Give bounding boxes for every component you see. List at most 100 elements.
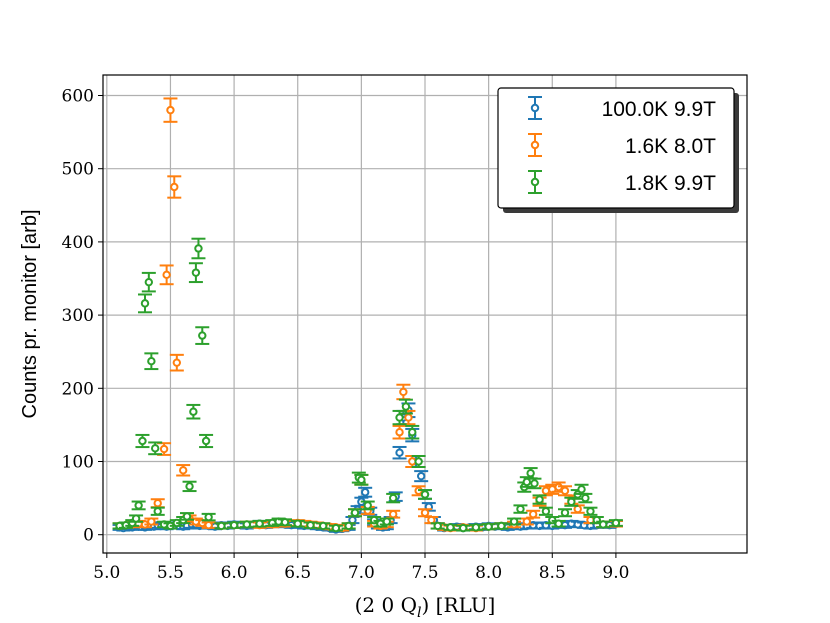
data-point (551, 519, 566, 528)
data-point (180, 512, 194, 521)
data-point (265, 518, 280, 528)
data-point (131, 500, 146, 511)
legend-entry: 100.0K 9.9T (528, 96, 717, 121)
legend-label: 1.8K 9.9T (625, 172, 716, 195)
legend: 100.0K 9.9T 1.6K 8.0T 1.8K 9.9T (497, 87, 739, 213)
data-point (418, 489, 432, 500)
data-point (430, 521, 445, 531)
data-point (608, 518, 623, 528)
data-point (379, 517, 394, 526)
y-tick-label: 100 (62, 452, 94, 472)
y-tick-label: 600 (62, 86, 94, 106)
data-point (583, 506, 598, 516)
data-point (360, 500, 375, 511)
data-point (527, 477, 542, 490)
data-point (532, 494, 547, 505)
x-tick-label: 6.0 (221, 563, 248, 583)
data-point (239, 520, 254, 529)
series-3 (112, 237, 623, 533)
data-point (392, 409, 407, 426)
data-point (186, 403, 201, 420)
data-point (358, 486, 373, 498)
data-point (227, 520, 242, 530)
data-point (526, 509, 541, 519)
y-axis-label: Counts pr. monitor [arb] (19, 210, 41, 419)
y-tick-label: 0 (83, 526, 94, 546)
data-point (386, 492, 401, 504)
data-point (199, 433, 214, 449)
y-tick-label: 300 (62, 306, 94, 326)
data-point (456, 523, 471, 533)
legend-entry: 1.8K 9.9T (528, 170, 716, 195)
data-point (138, 293, 152, 314)
data-point (188, 262, 203, 284)
data-point (354, 473, 369, 486)
data-point (538, 506, 553, 516)
y-tick-label: 400 (62, 233, 94, 253)
data-point (150, 506, 165, 516)
data-point (558, 508, 572, 518)
data-point (278, 518, 292, 527)
data-point (414, 470, 429, 483)
x-tick-label: 6.5 (284, 563, 311, 583)
data-point (182, 480, 197, 493)
x-tick-label: 5.0 (93, 563, 120, 583)
data-point (201, 520, 216, 530)
data-point (195, 326, 210, 345)
data-point (191, 237, 206, 260)
data-point (252, 519, 267, 528)
data-point (167, 175, 182, 199)
data-point (176, 464, 191, 477)
data-point (494, 521, 509, 531)
y-tick-label: 500 (62, 160, 94, 180)
data-point (405, 424, 420, 440)
data-point (481, 522, 496, 531)
data-point (316, 521, 331, 531)
data-point (169, 353, 184, 372)
data-point (392, 424, 407, 440)
data-point (303, 520, 318, 530)
legend-marker (528, 170, 542, 194)
data-point (328, 523, 343, 533)
data-point (411, 455, 426, 468)
data-point (513, 504, 528, 514)
data-point (341, 521, 356, 531)
x-tick-label: 5.5 (157, 563, 184, 583)
data-point (392, 445, 407, 460)
data-point (507, 517, 522, 526)
data-point (468, 523, 483, 532)
x-tick-label: 9.0 (602, 563, 629, 583)
data-point (148, 441, 163, 456)
data-point (528, 96, 542, 120)
data-point (144, 352, 159, 371)
y-tick-label: 200 (62, 379, 94, 399)
data-point (523, 467, 538, 480)
x-tick-label: 7.5 (411, 563, 438, 583)
data-point (163, 97, 178, 123)
data-point (443, 523, 458, 532)
data-point (528, 170, 542, 194)
data-point (159, 264, 174, 286)
data-point (578, 492, 593, 504)
data-point (596, 520, 611, 529)
x-tick-label: 7.0 (348, 563, 375, 583)
legend-marker (528, 133, 542, 157)
data-point (141, 271, 156, 293)
legend-label: 1.6K 8.0T (625, 135, 716, 158)
data-point (290, 519, 305, 528)
data-point (398, 398, 413, 415)
legend-marker (528, 96, 542, 120)
data-point (135, 433, 150, 449)
x-tick-label: 8.5 (539, 563, 566, 583)
legend-box (497, 87, 735, 209)
legend-label: 100.0K 9.9T (602, 98, 717, 121)
data-point (214, 521, 229, 531)
data-point (201, 512, 216, 522)
data-point (144, 517, 159, 526)
data-point (129, 514, 144, 523)
x-tick-label: 8.0 (475, 563, 502, 583)
legend-entry: 1.6K 8.0T (528, 133, 716, 158)
ticks: 5.0 5.5 6.0 6.5 7.0 7.5 8.0 8.5 9.0 0 100 200 300 400… (62, 86, 630, 583)
x-axis-label: (2 0 Ql) [RLU] (355, 593, 496, 621)
